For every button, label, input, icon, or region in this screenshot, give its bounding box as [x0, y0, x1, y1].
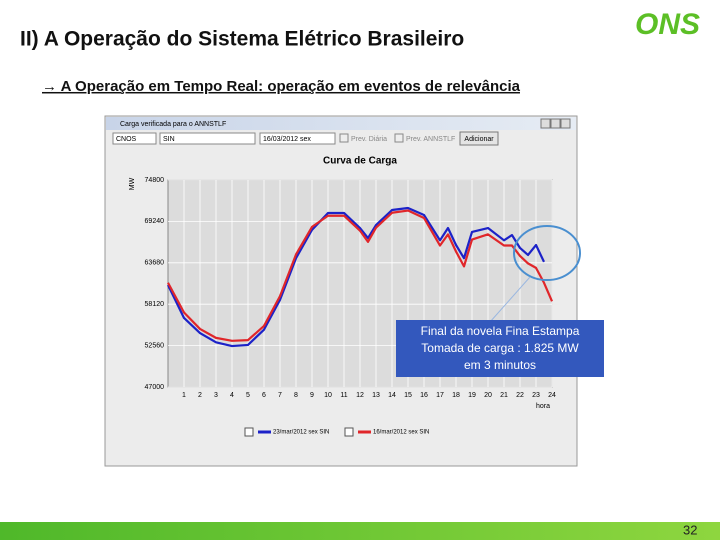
- series-line: [167, 206, 545, 348]
- annotation-line: Final da novela Fina Estampa: [421, 324, 580, 338]
- x-axis-label: hora: [536, 403, 550, 410]
- y-axis-label: MW: [129, 177, 136, 190]
- logo: ONS: [635, 8, 700, 41]
- option: Prev. Diária: [351, 136, 387, 143]
- system: SIN: [163, 136, 175, 143]
- x-tick-label: 14: [388, 392, 396, 399]
- y-tick-label: 58120: [145, 301, 165, 308]
- x-tick-label: 2: [198, 392, 202, 399]
- legend-label: 23/mar/2012 sex SIN: [273, 430, 329, 436]
- x-tick-label: 23: [532, 392, 540, 399]
- region-select[interactable]: [112, 132, 157, 145]
- x-tick-label: 8: [294, 392, 298, 399]
- region: CNOS: [116, 136, 137, 143]
- annotation-line: em 3 minutos: [464, 358, 536, 372]
- maximize[interactable]: [550, 118, 561, 129]
- minimize[interactable]: [540, 118, 551, 129]
- option: Prev. ANNSTLF: [406, 136, 455, 143]
- x-tick-label: 6: [262, 392, 266, 399]
- date-select[interactable]: [259, 132, 336, 145]
- x-tick-label: 12: [356, 392, 364, 399]
- y-tick-label: 47000: [145, 384, 165, 391]
- date: 16/03/2012 sex: [263, 136, 311, 143]
- slide-title: II) A Operação do Sistema Elétrico Brasi…: [20, 28, 464, 51]
- x-tick-label: 13: [372, 392, 380, 399]
- y-tick-label: 74800: [145, 177, 165, 184]
- x-tick-label: 11: [340, 392, 347, 399]
- connector: [489, 276, 531, 323]
- x-tick-label: 21: [500, 392, 508, 399]
- add-button[interactable]: [459, 131, 499, 146]
- annotation-line: Tomada de carga : 1.825 MW: [421, 341, 579, 355]
- title-bar: [106, 117, 576, 130]
- y-tick-label: 69240: [145, 218, 165, 225]
- x-tick-label: 17: [436, 392, 444, 399]
- x-tick-label: 5: [246, 392, 250, 399]
- y-tick-label: 52560: [145, 342, 165, 349]
- x-tick-label: 15: [404, 392, 412, 399]
- checkbox[interactable]: [339, 133, 349, 143]
- chart-title: Curva de Carga: [323, 156, 397, 167]
- annotation-box: [396, 320, 604, 377]
- x-tick-label: 18: [452, 392, 460, 399]
- system-select[interactable]: [159, 132, 256, 145]
- legend-checkbox: [244, 427, 254, 437]
- series-line: [167, 209, 554, 342]
- subtitle: → A Operação em Tempo Real: operação em …: [42, 78, 521, 95]
- x-tick-label: 19: [468, 392, 476, 399]
- x-tick-label: 7: [278, 392, 282, 399]
- x-tick-label: 1: [182, 392, 186, 399]
- x-tick-label: 4: [230, 392, 234, 399]
- checkbox[interactable]: [394, 133, 404, 143]
- highlight-circle: [513, 225, 581, 281]
- x-tick-label: 16: [420, 392, 428, 399]
- x-tick-label: 24: [548, 392, 556, 399]
- button-label: Adicionar: [464, 136, 494, 143]
- y-tick-label: 63680: [145, 260, 165, 267]
- x-tick-label: 3: [214, 392, 218, 399]
- window-title: Carga verificada para o ANNSTLF: [120, 121, 226, 128]
- x-tick-label: 20: [484, 392, 492, 399]
- x-tick-label: 10: [324, 392, 332, 399]
- legend-checkbox: [344, 427, 354, 437]
- legend-label: 16/mar/2012 sex SIN: [373, 430, 429, 436]
- close[interactable]: [560, 118, 571, 129]
- page-number: 32: [683, 522, 697, 537]
- x-tick-label: 9: [310, 392, 314, 399]
- x-tick-label: 22: [516, 392, 524, 399]
- footer-bar: [0, 522, 720, 540]
